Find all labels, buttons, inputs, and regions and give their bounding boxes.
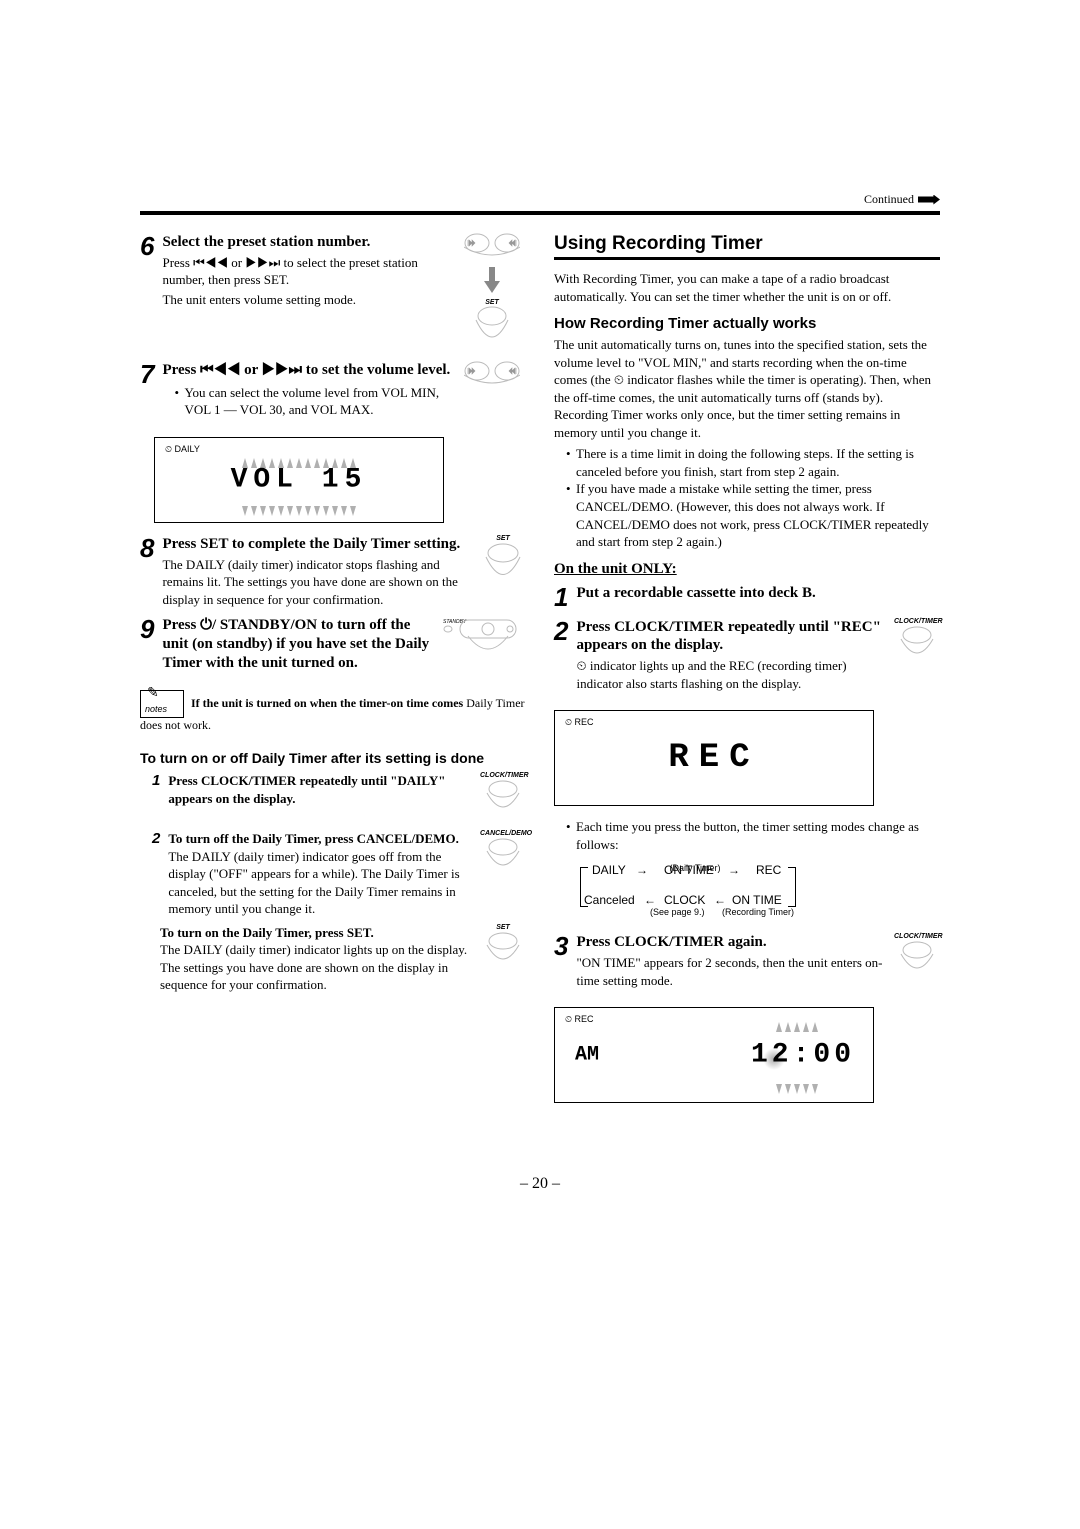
substep-1-text: Press CLOCK/TIMER repeatedly until "DAIL… <box>168 772 472 807</box>
clock-timer-remote-icon <box>480 779 526 819</box>
display-vol: ⏲ DAILY VOL 15 <box>154 437 444 523</box>
flow-canceled: Canceled <box>584 893 635 907</box>
substep-2-num: 2 <box>152 830 160 847</box>
step-7-bullet: You can select the volume level from VOL… <box>174 384 454 419</box>
display-am-indicator: ⏲ REC <box>565 1014 594 1025</box>
step-9-title: Press ⏻/ STANDBY/ON to turn off the unit… <box>162 616 434 672</box>
step-8-text: The DAILY (daily timer) indicator stops … <box>162 556 476 609</box>
sub-steps: 1 Press CLOCK/TIMER repeatedly until "DA… <box>152 772 526 994</box>
r-step-3-text: "ON TIME" appears for 2 seconds, then th… <box>576 954 890 989</box>
display-am-right: 12:00 <box>751 1040 855 1071</box>
manual-page: Continued 6 Select the preset station nu… <box>0 0 1080 1233</box>
how-works-p2: Recording Timer works only once, but the… <box>554 406 940 441</box>
r-step-3-title: Press CLOCK/TIMER again. <box>576 933 890 952</box>
display-rec: ⏲ REC REC <box>554 710 874 806</box>
substep-1-icon: CLOCK/TIMER <box>480 772 526 824</box>
flow-sub-clock: (See page 9.) <box>650 907 705 917</box>
r-step-2-num: 2 <box>554 618 568 644</box>
intro-para: With Recording Timer, you can make a tap… <box>554 270 940 305</box>
flow-clock: CLOCK <box>664 893 705 907</box>
display-am-left: AM <box>575 1044 599 1067</box>
r-step-1-num: 1 <box>554 584 568 610</box>
set-remote-icon <box>474 306 510 350</box>
set-label: SET <box>474 299 510 306</box>
r-step-3-icon: CLOCK/TIMER <box>894 933 940 985</box>
substep-3-bold: To turn on the Daily Timer, press SET. <box>160 924 472 942</box>
r-step-2-icon: CLOCK/TIMER <box>894 618 940 670</box>
step-8-title: Press SET to complete the Daily Timer se… <box>162 535 476 554</box>
on-unit-only-heading: On the unit ONLY: <box>554 561 940 578</box>
flow-ontime2: ON TIME <box>732 893 782 907</box>
step-9-icon: STANDBY <box>438 616 526 669</box>
set-label-2: SET <box>480 535 526 542</box>
step-6-number: 6 <box>140 233 154 259</box>
display-rec-text: REC <box>555 739 873 777</box>
how-works-p1: The unit automatically turns on, tunes i… <box>554 336 940 406</box>
how-works-heading: How Recording Timer actually works <box>554 315 940 332</box>
display-am: ⏲ REC AM 12:00 <box>554 1007 874 1103</box>
substep-2-icon: CANCEL/DEMO <box>480 830 526 882</box>
mode-flow-diagram: DAILY → ON TIME → REC (Daily Timer) Canc… <box>572 863 872 923</box>
r-step-2-text: ⏲ indicator lights up and the REC (recor… <box>576 657 890 692</box>
how-works-b2: If you have made a mistake while setting… <box>566 480 940 550</box>
step-6-icons: SET <box>458 233 526 355</box>
continued-label: Continued <box>864 192 914 207</box>
substep-1-num: 1 <box>152 772 160 789</box>
step-6-title: Select the preset station number. <box>162 233 454 252</box>
display-vol-indicator: ⏲ DAILY <box>165 444 200 455</box>
notes-icon <box>140 690 184 718</box>
step-9-row: 9 Press ⏻/ STANDBY/ON to turn off the un… <box>140 616 526 680</box>
subsection-title: To turn on or off Daily Timer after its … <box>140 750 526 766</box>
flow-rec: REC <box>756 863 781 877</box>
left-column: 6 Select the preset station number. Pres… <box>140 233 526 1115</box>
step-8-number: 8 <box>140 535 154 561</box>
step-8-row: 8 Press SET to complete the Daily Timer … <box>140 535 526 616</box>
prev-next-remote-icon <box>464 233 520 261</box>
down-arrow-icon <box>484 267 500 293</box>
section-title: Using Recording Timer <box>554 233 940 260</box>
page-rule <box>140 211 940 215</box>
set-remote-icon <box>480 931 526 971</box>
notes-block: If the unit is turned on when the timer-… <box>140 690 526 734</box>
substep-3-text: The DAILY (daily timer) indicator lights… <box>160 941 472 994</box>
cancel-demo-remote-icon <box>480 837 526 877</box>
substep-3-icon: SET <box>480 924 526 976</box>
step-8-icon: SET <box>480 535 526 587</box>
flow-sub-daily: (Daily Timer) <box>660 863 730 873</box>
display-vol-text: VOL 15 <box>155 464 443 495</box>
r-step-1-title: Put a recordable cassette into deck B. <box>576 584 940 603</box>
how-works-b1: There is a time limit in doing the follo… <box>566 445 940 480</box>
step-6-row: 6 Select the preset station number. Pres… <box>140 233 526 355</box>
clock-timer-remote-icon <box>894 625 940 665</box>
clock-timer-remote-icon <box>894 940 940 980</box>
step-7-icons <box>458 361 526 389</box>
prev-next-remote-icon <box>464 361 520 389</box>
substep-2-bold: To turn off the Daily Timer, press CANCE… <box>168 830 472 848</box>
set-remote-icon <box>480 542 526 590</box>
after-display-bullet: Each time you press the button, the time… <box>566 818 940 853</box>
standby-button-icon: STANDBY <box>438 616 526 664</box>
r-step-3-num: 3 <box>554 933 568 959</box>
r-step-2-title: Press CLOCK/TIMER repeatedly until "REC"… <box>576 618 890 656</box>
continued-arrow-icon <box>918 195 940 205</box>
notes-bold: If the unit is turned on when the timer-… <box>191 696 463 710</box>
flow-daily: DAILY <box>592 863 626 877</box>
right-column: Using Recording Timer With Recording Tim… <box>554 233 940 1115</box>
step-7-number: 7 <box>140 361 154 387</box>
step-6-text2: The unit enters volume setting mode. <box>162 291 454 309</box>
page-number: – 20 – <box>140 1175 940 1193</box>
step-7-row: 7 Press ⏮◀◀ or ▶▶⏭ to set the volume lev… <box>140 361 526 427</box>
continued-indicator: Continued <box>864 192 940 207</box>
columns: 6 Select the preset station number. Pres… <box>140 233 940 1115</box>
step-6-text1: Press ⏮◀◀ or ▶▶⏭ to select the preset st… <box>162 254 454 289</box>
substep-2-text: The DAILY (daily timer) indicator goes o… <box>168 848 472 918</box>
flow-sub-rec: (Recording Timer) <box>722 907 794 917</box>
step-9-number: 9 <box>140 616 154 642</box>
display-rec-indicator: ⏲ REC <box>565 717 594 728</box>
step-7-title: Press ⏮◀◀ or ▶▶⏭ to set the volume level… <box>162 361 454 380</box>
